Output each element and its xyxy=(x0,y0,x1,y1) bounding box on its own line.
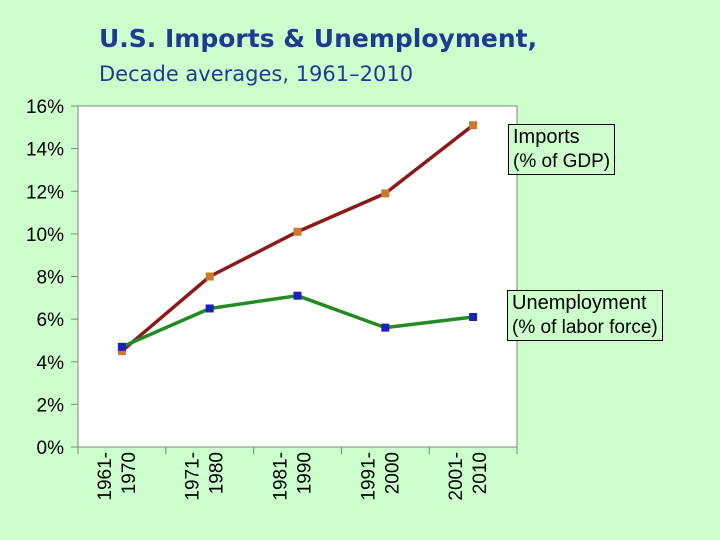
y-tick-label: 6% xyxy=(37,310,65,331)
plot-area xyxy=(77,105,518,448)
data-point-imports xyxy=(381,189,390,198)
data-point-unemployment xyxy=(381,323,390,332)
legend-imports: Imports (% of GDP) xyxy=(508,124,616,175)
data-point-imports xyxy=(117,347,126,356)
data-point-unemployment xyxy=(293,291,302,300)
x-tick-label: 1990 xyxy=(295,452,316,494)
x-tick-label: 1991- xyxy=(358,452,379,501)
y-tick-label: 12% xyxy=(26,182,64,203)
y-tick-label: 8% xyxy=(37,268,65,289)
x-tick-label: 1971- xyxy=(183,452,204,501)
x-tick-label: 1961- xyxy=(95,452,116,501)
legend-unemployment-unit: (% of labor force) xyxy=(512,317,658,338)
x-tick-label: 2010 xyxy=(470,452,491,494)
legend-imports-unit: (% of GDP) xyxy=(513,151,611,172)
x-tick-label: 1981- xyxy=(271,452,292,501)
legend-unemployment-name: Unemployment xyxy=(512,292,647,314)
x-tick-label: 2001- xyxy=(446,452,467,501)
x-tick-label: 1980 xyxy=(207,452,228,494)
data-point-unemployment xyxy=(117,342,126,351)
y-tick-label: 0% xyxy=(37,438,65,459)
data-point-imports xyxy=(293,227,302,236)
legend-imports-name: Imports xyxy=(513,126,580,148)
y-tick-label: 14% xyxy=(26,140,64,161)
chart-subtitle: Decade averages, 1961–2010 xyxy=(99,62,414,86)
y-tick-label: 4% xyxy=(37,353,65,374)
chart-title: U.S. Imports & Unemployment, xyxy=(99,24,538,53)
y-tick-label: 2% xyxy=(37,395,65,416)
data-point-imports xyxy=(205,272,214,281)
y-tick-label: 16% xyxy=(26,97,64,118)
data-point-unemployment xyxy=(469,312,478,321)
data-point-unemployment xyxy=(205,304,214,313)
data-point-imports xyxy=(469,121,478,130)
x-tick-label: 2000 xyxy=(382,452,403,494)
legend-unemployment: Unemployment (% of labor force) xyxy=(507,290,663,341)
y-tick-label: 10% xyxy=(26,225,64,246)
x-tick-label: 1970 xyxy=(119,452,140,494)
